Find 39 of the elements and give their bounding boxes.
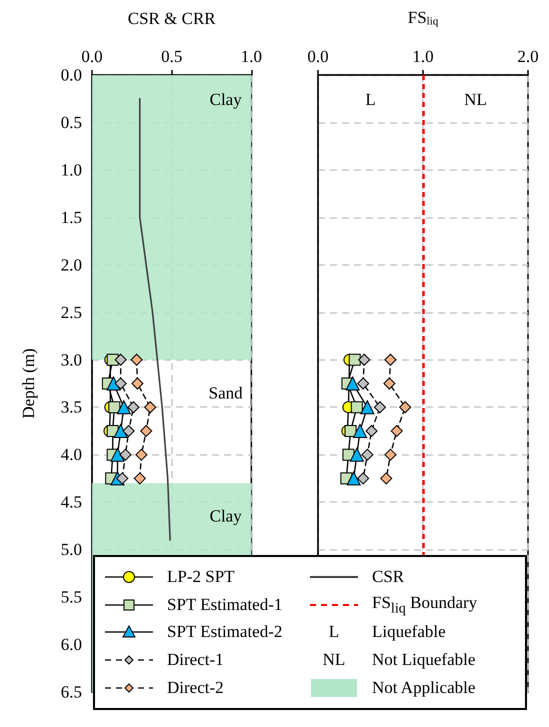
legend-label: Not Applicable xyxy=(372,678,476,698)
legend-label: Direct-1 xyxy=(167,650,224,670)
y-tick-label: 3.0 xyxy=(60,350,82,370)
x-tick-label: 1.0 xyxy=(412,47,434,66)
annotation: Not Liquefable xyxy=(372,650,476,670)
y-tick-label: 6.0 xyxy=(60,635,82,654)
x-axis-title: CSR & CRR xyxy=(128,9,216,28)
y-tick-label: 5.5 xyxy=(60,588,82,607)
text: NL xyxy=(464,90,487,110)
y-tick-label: 6.5 xyxy=(60,682,82,702)
y-tick-label: 4.5 xyxy=(60,492,82,512)
annotation: Liquefable xyxy=(372,622,446,642)
legend-label: Direct-2 xyxy=(167,678,224,698)
y-tick-label: 0.0 xyxy=(60,66,82,84)
x-tick-label: 0.5 xyxy=(161,47,182,66)
text: L xyxy=(365,90,376,110)
y-tick-label: 4.0 xyxy=(60,445,82,464)
x-tick-label: 0.0 xyxy=(307,47,329,66)
ref-line-label: FS$_{liq}$ Boundary xyxy=(372,592,478,617)
y-tick-label: 1.0 xyxy=(60,160,82,180)
y-tick-label: 2.0 xyxy=(60,255,82,274)
annotation: L xyxy=(328,622,340,642)
y-tick-label: 3.5 xyxy=(60,398,82,417)
y-tick-label: 0.5 xyxy=(60,112,82,132)
y-axis-title: Depth (m) xyxy=(19,348,38,419)
legend-label: SPT Estimated-2 xyxy=(167,622,282,642)
annotation: Clay xyxy=(210,90,242,110)
x-tick-label: 2.0 xyxy=(517,47,539,66)
legend-label: LP-2 SPT xyxy=(167,566,235,587)
y-tick-label: 2.5 xyxy=(60,302,82,322)
y-tick-label: 1.5 xyxy=(60,208,82,227)
annotation: Clay xyxy=(210,506,242,526)
legend-label: SPT Estimated-1 xyxy=(167,594,282,615)
x-tick-label: 1.0 xyxy=(240,47,262,66)
annotation: NL xyxy=(322,650,346,670)
x-tick-label: 0.0 xyxy=(81,47,103,66)
y-tick-label: 5.0 xyxy=(60,540,82,560)
annotation: Sand xyxy=(208,383,244,402)
legend-label: CSR xyxy=(372,566,404,587)
